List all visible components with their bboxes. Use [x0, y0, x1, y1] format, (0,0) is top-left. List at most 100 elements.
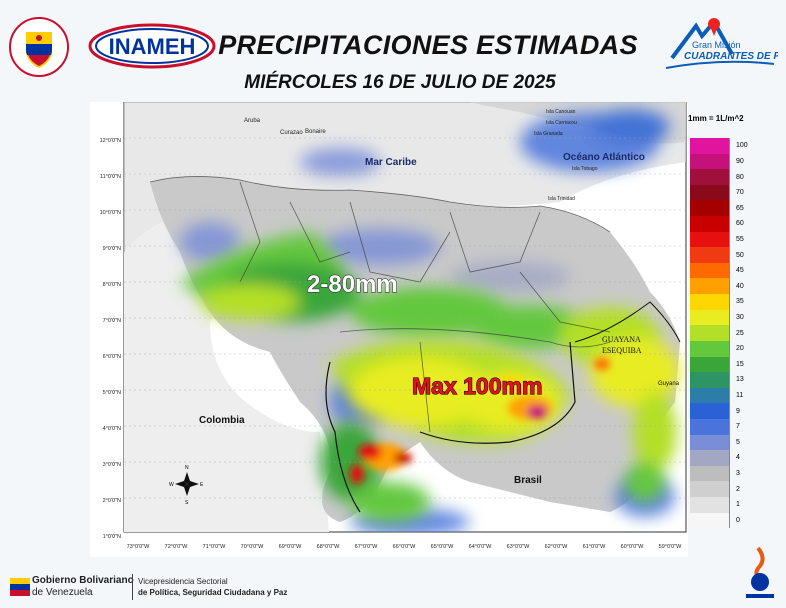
legend-row: 55: [690, 231, 758, 248]
label-carriacou: Isla Carriacou: [546, 120, 577, 126]
legend-label: 2: [736, 485, 740, 493]
cuadrantes-de-paz-logo: Gran Misión CUADRANTES DE PAZ: [665, 18, 778, 69]
legend-swatch: [690, 216, 730, 232]
lon-tick: 69°0'0"W: [279, 544, 302, 550]
legend-swatch: [690, 372, 730, 388]
lon-tick: 65°0'0"W: [431, 544, 454, 550]
legend-row: 65: [690, 200, 758, 217]
legend-row: 5: [690, 434, 758, 451]
legend-swatch: [690, 169, 730, 185]
legend-label: 3: [736, 470, 740, 478]
compass-icon: N S E W: [169, 465, 204, 506]
legend-swatch: [690, 481, 730, 498]
legend-swatch: [690, 138, 730, 154]
legend-label: 100: [736, 142, 748, 150]
label-guayana: GUAYANA: [602, 335, 641, 344]
label-oceano-atlantico: Océano Atlántico: [563, 152, 645, 163]
legend-row: 35: [690, 294, 758, 310]
legend-label: 55: [736, 235, 744, 243]
svg-text:N: N: [185, 465, 189, 471]
annotation-max: Max 100mm: [412, 373, 542, 399]
precipitation-legend: 100 90 80 70 65 60 55 50 45 40 35 30 25 20 15 13 11 9 7 5 4 3…: [690, 138, 758, 529]
legend-swatch: [690, 465, 730, 482]
legend-swatch: [690, 387, 730, 404]
legend-row: 15: [690, 356, 758, 373]
legend-label: 50: [736, 251, 744, 259]
legend-label: 15: [736, 360, 744, 368]
lat-tick: 9°0'0"N: [103, 246, 121, 252]
legend-row: 2: [690, 481, 758, 498]
legend-swatch: [690, 247, 730, 263]
legend-unit: 1mm = 1L/m^2: [688, 114, 744, 123]
legend-row: 11: [690, 387, 758, 404]
lat-tick: 7°0'0"N: [103, 318, 121, 324]
legend-row: 3: [690, 465, 758, 482]
legend-row: 25: [690, 325, 758, 341]
legend-swatch: [690, 340, 730, 357]
legend-row: 1: [690, 497, 758, 513]
legend-label: 80: [736, 173, 744, 181]
lat-tick: 11°0'0"N: [100, 174, 121, 180]
label-aruba: Aruba: [244, 118, 261, 124]
legend-swatch: [690, 278, 730, 295]
label-mar-caribe: Mar Caribe: [365, 157, 417, 168]
footer-gobierno-line1: Gobierno Bolivariano: [32, 575, 134, 586]
svg-text:S: S: [185, 500, 189, 506]
lon-tick: 63°0'0"W: [507, 544, 530, 550]
label-guyana: Guyana: [658, 381, 680, 387]
lon-tick: 67°0'0"W: [355, 544, 378, 550]
legend-row: 45: [690, 262, 758, 279]
legend-row: 9: [690, 403, 758, 419]
lon-tick: 66°0'0"W: [393, 544, 416, 550]
lon-tick: 59°0'0"W: [659, 544, 682, 550]
inameh-logo-text: INAMEH: [109, 34, 196, 59]
lon-tick: 60°0'0"W: [621, 544, 644, 550]
gobierno-bolivariano-logo: [10, 578, 30, 596]
legend-swatch: [690, 497, 730, 513]
legend-label: 45: [736, 267, 744, 275]
legend-label: 35: [736, 298, 744, 306]
legend-row: 30: [690, 309, 758, 326]
legend-row: 60: [690, 216, 758, 232]
legend-swatch: [690, 418, 730, 435]
lon-tick: 64°0'0"W: [469, 544, 492, 550]
lat-tick: 4°0'0"N: [103, 426, 121, 432]
legend-swatch: [690, 403, 730, 419]
lat-tick: 2°0'0"N: [103, 498, 121, 504]
label-canouan: Isla Canouan: [546, 109, 576, 115]
legend-swatch: [690, 325, 730, 341]
legend-label: 5: [736, 438, 740, 446]
legend-swatch: [690, 294, 730, 310]
footer-gobierno-line2: de Venezuela: [32, 587, 93, 598]
legend-swatch: [690, 153, 730, 170]
page-date: MIÉRCOLES 16 DE JULIO DE 2025: [244, 72, 556, 93]
legend-label: 4: [736, 454, 740, 462]
lon-tick: 61°0'0"W: [583, 544, 606, 550]
legend-swatch: [690, 262, 730, 279]
lon-tick: 62°0'0"W: [545, 544, 568, 550]
legend-label: 9: [736, 407, 740, 415]
label-granada: Isla Granada: [534, 131, 563, 137]
government-shield-logo: [9, 17, 69, 77]
label-tobago: Isla Tobago: [572, 166, 598, 172]
gmcp-line1: Gran Misión: [692, 40, 741, 50]
label-esequiba: ESEQUIBA: [602, 346, 642, 355]
legend-label: 70: [736, 189, 744, 197]
legend-label: 1: [736, 501, 740, 509]
lon-tick: 68°0'0"W: [317, 544, 340, 550]
legend-row: 20: [690, 340, 758, 357]
legend-swatch: [690, 356, 730, 373]
annotation-range: 2-80mm: [307, 271, 398, 298]
footer-vice-line2: de Política, Seguridad Ciudadana y Paz: [138, 588, 288, 597]
page-title: PRECIPITACIONES ESTIMADAS: [218, 30, 638, 60]
lon-tick: 70°0'0"W: [241, 544, 264, 550]
legend-label: 20: [736, 345, 744, 353]
legend-row: 0: [690, 512, 758, 529]
legend-row: 7: [690, 418, 758, 435]
label-brasil: Brasil: [514, 475, 542, 486]
label-colombia: Colombia: [199, 415, 245, 426]
lat-tick: 3°0'0"N: [103, 462, 121, 468]
lat-tick: 8°0'0"N: [103, 282, 121, 288]
lat-tick: 12°0'0"N: [100, 138, 121, 144]
legend-swatch: [690, 309, 730, 326]
